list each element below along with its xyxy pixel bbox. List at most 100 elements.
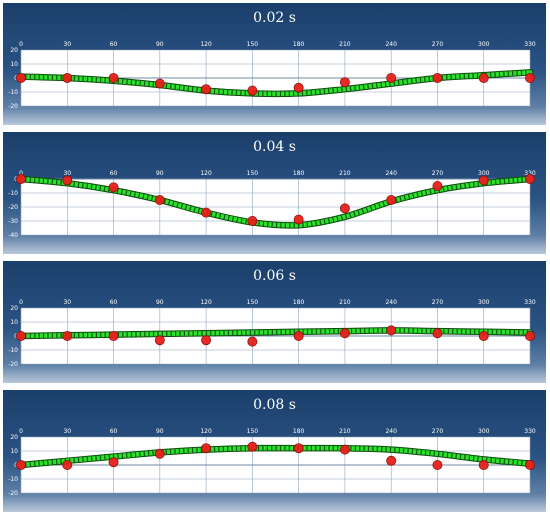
x-tick-label: 90 xyxy=(156,428,164,435)
x-tick-label: 180 xyxy=(293,170,305,177)
x-tick-label: 270 xyxy=(432,41,444,48)
x-tick-label: 120 xyxy=(200,170,212,177)
x-tick-label: 0 xyxy=(19,41,23,48)
y-tick-label: -30 xyxy=(8,218,18,225)
data-point xyxy=(293,214,304,225)
chart-title: 0.04 s xyxy=(253,139,296,155)
y-tick-label: -10 xyxy=(8,89,18,96)
data-point xyxy=(201,443,212,454)
series-line-texture xyxy=(20,445,531,468)
data-point xyxy=(386,455,397,466)
data-point xyxy=(478,331,489,342)
data-point xyxy=(339,444,350,455)
chart-panel-1: 0.04 s 0-10-20-30-4003060901201501802102… xyxy=(3,132,546,254)
data-point xyxy=(108,331,119,342)
data-point xyxy=(62,73,73,84)
x-tick-label: 240 xyxy=(385,299,397,306)
y-tick-label: -20 xyxy=(8,361,18,368)
data-point xyxy=(154,78,165,89)
data-point xyxy=(293,82,304,93)
y-tick-label: -10 xyxy=(8,347,18,354)
x-tick-label: 330 xyxy=(524,170,536,177)
chart-panel-0: 0.02 s 20100-10-200306090120150180210240… xyxy=(3,3,546,125)
x-tick-label: 0 xyxy=(19,170,23,177)
data-point xyxy=(339,328,350,339)
x-tick-label: 30 xyxy=(63,428,71,435)
data-point xyxy=(525,73,536,84)
y-tick-label: 20 xyxy=(10,434,18,441)
x-tick-label: 270 xyxy=(432,428,444,435)
data-point xyxy=(339,77,350,88)
y-tick-label: 10 xyxy=(10,448,18,455)
chart-svg: 20100-10-2003060901201501802102402703003… xyxy=(8,299,536,368)
data-point xyxy=(62,331,73,342)
data-point xyxy=(15,331,26,342)
data-point xyxy=(154,195,165,206)
chart-svg: 20100-10-2003060901201501802102402703003… xyxy=(8,428,536,497)
x-tick-label: 60 xyxy=(110,41,118,48)
y-tick-label: -10 xyxy=(8,476,18,483)
x-tick-label: 210 xyxy=(339,170,351,177)
x-tick-label: 240 xyxy=(385,428,397,435)
data-point xyxy=(108,457,119,468)
x-tick-label: 180 xyxy=(293,428,305,435)
data-point xyxy=(293,443,304,454)
data-point xyxy=(62,460,73,471)
y-tick-label: 20 xyxy=(10,47,18,54)
data-point xyxy=(247,441,258,452)
x-tick-label: 90 xyxy=(156,41,164,48)
data-point xyxy=(386,73,397,84)
data-point xyxy=(201,207,212,218)
data-point xyxy=(432,73,443,84)
data-point xyxy=(478,175,489,186)
chart-svg: 20100-10-2003060901201501802102402703003… xyxy=(8,41,536,110)
x-tick-label: 30 xyxy=(63,41,71,48)
x-tick-label: 240 xyxy=(385,41,397,48)
data-point xyxy=(247,336,258,347)
y-tick-label: -20 xyxy=(8,103,18,110)
y-tick-label: -20 xyxy=(8,490,18,497)
x-tick-label: 150 xyxy=(247,170,259,177)
data-point xyxy=(247,85,258,96)
data-point xyxy=(15,460,26,471)
y-tick-label: -10 xyxy=(8,190,18,197)
x-tick-label: 90 xyxy=(156,299,164,306)
x-tick-label: 300 xyxy=(478,299,490,306)
x-tick-label: 150 xyxy=(247,428,259,435)
x-tick-label: 210 xyxy=(339,428,351,435)
x-tick-label: 300 xyxy=(478,41,490,48)
chart-panel-2: 0.06 s 20100-10-200306090120150180210240… xyxy=(3,261,546,383)
x-tick-label: 60 xyxy=(110,428,118,435)
data-point xyxy=(108,73,119,84)
data-point xyxy=(62,175,73,186)
x-tick-label: 30 xyxy=(63,170,71,177)
x-tick-label: 60 xyxy=(110,170,118,177)
x-tick-label: 240 xyxy=(385,170,397,177)
data-point xyxy=(386,325,397,336)
y-tick-label: -20 xyxy=(8,204,18,211)
data-point xyxy=(154,448,165,459)
x-tick-label: 120 xyxy=(200,428,212,435)
data-point xyxy=(525,331,536,342)
x-tick-label: 180 xyxy=(293,41,305,48)
data-point xyxy=(154,335,165,346)
y-tick-label: 10 xyxy=(10,319,18,326)
data-point xyxy=(432,328,443,339)
x-tick-label: 30 xyxy=(63,299,71,306)
data-point xyxy=(525,174,536,185)
data-point xyxy=(15,174,26,185)
x-tick-label: 270 xyxy=(432,170,444,177)
data-point xyxy=(247,216,258,227)
y-tick-label: 20 xyxy=(10,305,18,312)
x-tick-label: 0 xyxy=(19,428,23,435)
x-tick-label: 120 xyxy=(200,299,212,306)
x-tick-label: 330 xyxy=(524,41,536,48)
data-point xyxy=(339,203,350,214)
x-tick-label: 150 xyxy=(247,41,259,48)
data-point xyxy=(201,84,212,95)
x-tick-label: 90 xyxy=(156,170,164,177)
y-tick-label: -40 xyxy=(8,232,18,239)
chart-title: 0.02 s xyxy=(253,10,296,26)
data-point xyxy=(386,195,397,206)
x-tick-label: 120 xyxy=(200,41,212,48)
